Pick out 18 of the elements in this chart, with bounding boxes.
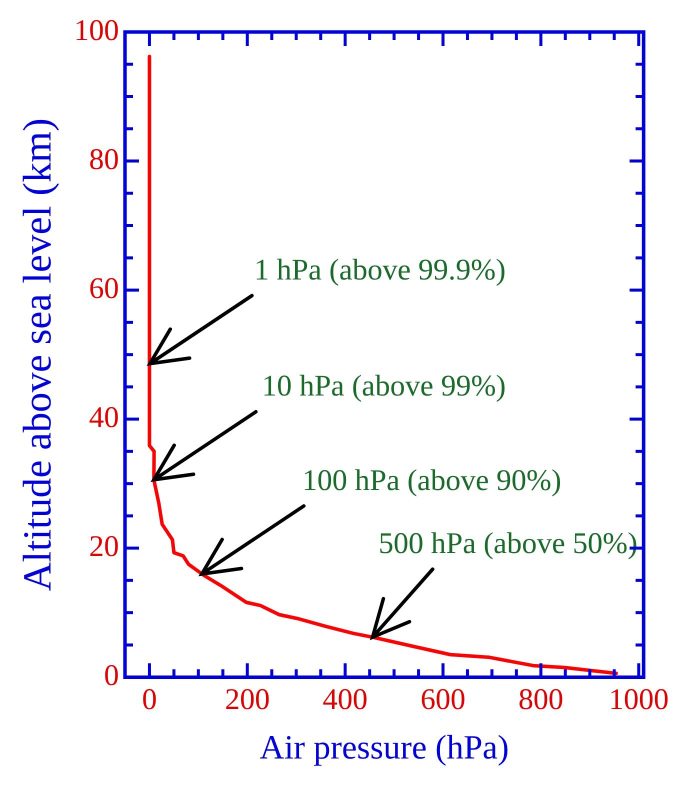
annotation: 100 hPa (above 90%) [302, 464, 562, 497]
y-tick-label: 80 [89, 142, 119, 176]
x-tick-label: 0 [142, 683, 157, 716]
y-tick-label: 100 [74, 14, 119, 47]
x-tick-label: 800 [518, 683, 564, 716]
annotation: 500 hPa (above 50%) [378, 527, 638, 560]
y-axis-title: Altitude above sea level (km) [14, 118, 60, 592]
annotation: 10 hPa (above 99%) [262, 370, 506, 403]
y-tick-label: 40 [89, 400, 119, 434]
x-tick-label: 600 [420, 683, 466, 716]
x-tick-label: 200 [224, 683, 270, 716]
x-tick-label: 1000 [608, 683, 669, 716]
x-axis-title: Air pressure (hPa) [260, 730, 509, 767]
y-tick-label: 60 [89, 272, 119, 305]
x-tick-label: 400 [322, 683, 368, 716]
y-tick-label: 20 [89, 530, 119, 564]
annotation: 1 hPa (above 99.9%) [254, 254, 506, 287]
y-tick-label: 0 [104, 659, 119, 692]
